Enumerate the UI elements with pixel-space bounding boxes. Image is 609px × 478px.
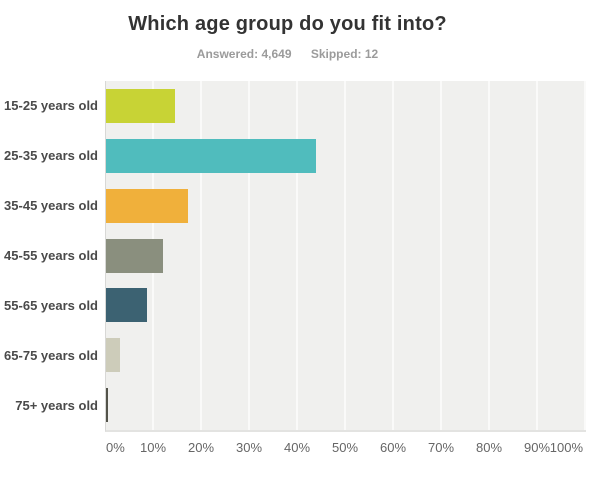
gridline xyxy=(296,81,298,430)
bar-track xyxy=(106,280,586,330)
gridline xyxy=(488,81,490,430)
category-label: 15-25 years old xyxy=(4,98,98,114)
category-label: 35-45 years old xyxy=(4,198,98,214)
x-axis-label: 0% xyxy=(106,440,125,455)
x-axis-label: 100% xyxy=(549,440,583,455)
x-axis: 0% 10% 20% 30% 40% 50% 60% 70% 80% 90% 100% xyxy=(105,440,585,456)
bar-row: 25-35 years old xyxy=(0,131,586,181)
bar-row: 45-55 years old xyxy=(0,231,586,281)
category-label: 45-55 years old xyxy=(4,248,98,263)
bar xyxy=(106,338,121,373)
bar-track xyxy=(106,81,586,131)
bar-row: 65-75 years old xyxy=(0,330,586,380)
x-axis-label: 40% xyxy=(283,440,311,455)
x-axis-label: 60% xyxy=(379,440,407,455)
bar-row: 35-45 years old xyxy=(0,181,586,231)
gridline xyxy=(584,81,586,430)
bar-track xyxy=(106,231,586,281)
bar xyxy=(106,138,316,173)
x-axis-label: 20% xyxy=(187,440,215,455)
gridline xyxy=(248,81,250,430)
bar-track xyxy=(106,380,586,430)
bar-track xyxy=(106,181,586,231)
gridline xyxy=(200,81,202,430)
bar-row: 75+ years old xyxy=(0,380,586,430)
chart-title: Which age group do you fit into? xyxy=(128,13,447,35)
category-label: 75+ years old xyxy=(15,397,98,413)
bar-row: 55-65 years old xyxy=(0,280,586,330)
bar xyxy=(106,288,148,323)
bar-track xyxy=(106,131,586,181)
x-axis-label: 10% xyxy=(139,440,167,455)
x-axis-label: 80% xyxy=(475,440,503,455)
skipped-count: Skipped: 12 xyxy=(310,47,379,61)
bar-row: 15-25 years old xyxy=(0,81,586,131)
x-axis-label: 50% xyxy=(331,440,359,455)
x-axis-label: 70% xyxy=(427,440,455,455)
category-label: 25-35 years old xyxy=(4,148,98,164)
x-axis-label: 90% xyxy=(523,440,551,455)
category-label: 65-75 years old xyxy=(4,347,98,363)
gridline xyxy=(344,81,346,430)
bar xyxy=(106,188,189,223)
category-label: 55-65 years old xyxy=(4,297,98,313)
gridline xyxy=(440,81,442,430)
chart-stats: Answered: 4,649 Skipped: 12 xyxy=(0,47,575,61)
bar xyxy=(106,88,176,123)
bar-rows: 15-25 years old 25-35 years old 35-45 year… xyxy=(0,81,586,430)
bar xyxy=(106,388,109,423)
gridline xyxy=(536,81,538,430)
answered-count: Answered: 4,649 xyxy=(196,47,292,61)
x-axis-label: 30% xyxy=(235,440,263,455)
bar xyxy=(106,238,164,273)
gridline xyxy=(392,81,394,430)
bar-track xyxy=(106,330,586,380)
